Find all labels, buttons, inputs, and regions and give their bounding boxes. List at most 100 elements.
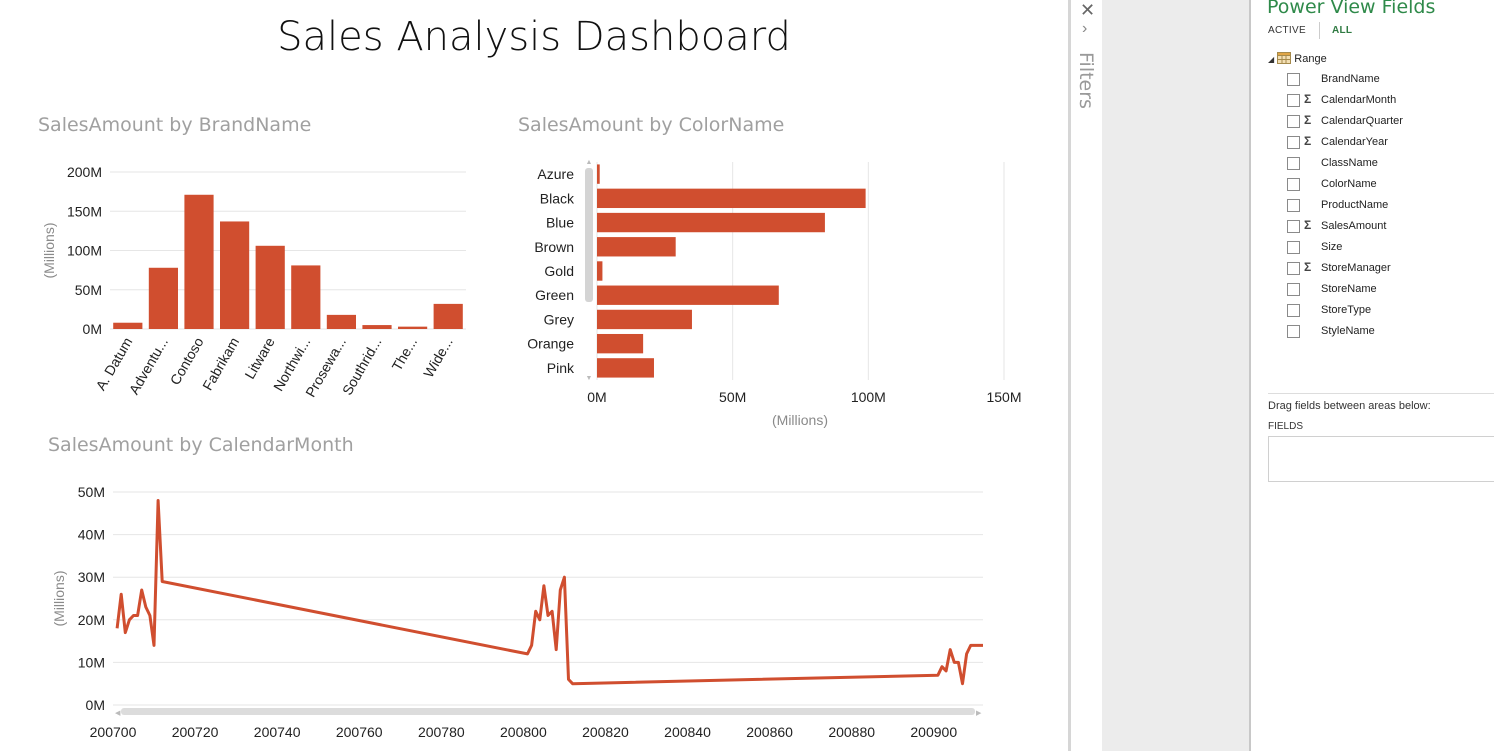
field-checkbox[interactable] [1287, 178, 1300, 191]
bar-gold [597, 261, 603, 281]
fields-area-label: FIELDS [1268, 421, 1304, 432]
section-divider [1268, 393, 1494, 394]
y-tick-label: Pink [547, 360, 575, 376]
bar-brown [597, 237, 676, 257]
field-name: ProductName [1321, 199, 1389, 211]
field-checkbox[interactable] [1287, 94, 1300, 107]
sigma-icon: Σ [1304, 134, 1312, 148]
table-icon [1277, 52, 1294, 65]
field-checkbox[interactable] [1287, 283, 1300, 296]
field-checkbox[interactable] [1287, 262, 1300, 275]
field-name: StoreType [1321, 304, 1372, 316]
chevron-right-icon[interactable]: › [1082, 20, 1088, 37]
table-node-range[interactable]: ◢ Range [1268, 52, 1327, 65]
filters-label[interactable]: Filters [1075, 52, 1097, 109]
field-name: ColorName [1321, 178, 1377, 190]
x-tick-label: 50M [719, 389, 746, 405]
color-chart-title: SalesAmount by ColorName [518, 114, 785, 136]
y-tick-label: 150M [67, 203, 102, 219]
y-tick-label: Green [535, 287, 574, 303]
x-tick-label: Litware [241, 334, 278, 381]
x-tick-label: 200700 [90, 724, 137, 740]
field-checkbox[interactable] [1287, 241, 1300, 254]
filters-pane: ✕ › Filters [1068, 0, 1105, 751]
field-name: StoreName [1321, 283, 1377, 295]
field-checkbox[interactable] [1287, 199, 1300, 212]
table-name: Range [1294, 53, 1327, 65]
y-tick-label: Gold [544, 263, 574, 279]
expand-triangle-icon[interactable]: ◢ [1268, 55, 1275, 64]
y-tick-label: Blue [546, 215, 574, 231]
scroll-down-icon: ▼ [586, 375, 593, 382]
y-tick-label: 50M [75, 282, 102, 298]
brand-chart-title: SalesAmount by BrandName [38, 114, 312, 136]
close-icon[interactable]: ✕ [1080, 0, 1096, 20]
field-name: StyleName [1321, 325, 1375, 337]
tab-all[interactable]: ALL [1332, 25, 1353, 36]
x-tick-label: 200740 [254, 724, 301, 740]
sigma-icon: Σ [1304, 92, 1312, 106]
bar-litware [255, 245, 285, 329]
y-tick-label: 100M [67, 243, 102, 259]
field-checkbox[interactable] [1287, 136, 1300, 149]
scrollbar-thumb [585, 168, 593, 302]
color-sales-chart[interactable]: 0M 50M 100M 150M ▲ ▼ Azure Black Blue Brown Gold Gr… [510, 150, 1055, 440]
tab-active[interactable]: ACTIVE [1268, 25, 1306, 36]
sigma-icon: Σ [1304, 113, 1312, 127]
y-tick-label: 0M [83, 321, 102, 337]
bar-prosewa [326, 314, 356, 329]
y-tick-label: 40M [78, 527, 105, 543]
tab-separator [1319, 22, 1320, 39]
x-tick-label: 200840 [664, 724, 711, 740]
field-name: Size [1321, 241, 1343, 253]
x-tick-label: 200800 [500, 724, 547, 740]
field-name: SalesAmount [1321, 220, 1387, 232]
x-axis-label: (Millions) [772, 412, 828, 428]
y-tick-label: Black [540, 190, 575, 206]
y-tick-label: Grey [544, 311, 574, 327]
field-name: ClassName [1321, 157, 1378, 169]
bar-blue [597, 212, 825, 233]
bar-adventu [148, 267, 178, 329]
field-name: CalendarMonth [1321, 94, 1397, 106]
x-tick-label: 200720 [172, 724, 219, 740]
bar-black [597, 188, 866, 209]
power-view-fields-pane: Power View Fields ACTIVE ALL ◢ Range Bra… [1249, 0, 1494, 751]
dashboard-title: Sales Analysis Dashboard [277, 14, 791, 60]
field-checkbox[interactable] [1287, 304, 1300, 317]
y-tick-label: 200M [67, 164, 102, 180]
x-tick-label: Contoso [167, 334, 207, 387]
y-tick-label: 30M [78, 569, 105, 585]
x-tick-label: 0M [587, 389, 606, 405]
y-tick-label: 50M [78, 484, 105, 500]
x-tick-label: 200860 [746, 724, 793, 740]
month-sales-chart[interactable]: 0M 10M 20M 30M 40M 50M 200700 200720 200740 20076… [40, 475, 1040, 751]
x-tick-label: 150M [986, 389, 1021, 405]
pane-gap [1102, 0, 1249, 751]
drag-hint: Drag fields between areas below: [1268, 400, 1431, 412]
y-tick-label: 20M [78, 612, 105, 628]
scroll-up-icon: ▲ [586, 159, 593, 166]
x-tick-label: 100M [851, 389, 886, 405]
field-checkbox[interactable] [1287, 115, 1300, 128]
y-tick-label: Brown [534, 239, 574, 255]
bar-contoso [184, 194, 214, 329]
fields-drop-area[interactable] [1268, 436, 1494, 482]
x-tick-label: 200760 [336, 724, 383, 740]
bar-southrid [362, 325, 392, 329]
bar-azure [597, 164, 600, 184]
y-axis-label: (Millions) [41, 223, 57, 279]
scroll-left-icon: ◀ [115, 710, 121, 717]
bar-fabrikam [220, 221, 250, 329]
sigma-icon: Σ [1304, 218, 1312, 232]
x-tick-label: 200900 [910, 724, 957, 740]
field-checkbox[interactable] [1287, 220, 1300, 233]
x-tick-label: 200820 [582, 724, 629, 740]
field-checkbox[interactable] [1287, 325, 1300, 338]
y-tick-label: 0M [86, 697, 105, 713]
field-name: CalendarQuarter [1321, 115, 1403, 127]
x-tick-label: 200780 [418, 724, 465, 740]
field-checkbox[interactable] [1287, 73, 1300, 86]
field-checkbox[interactable] [1287, 157, 1300, 170]
